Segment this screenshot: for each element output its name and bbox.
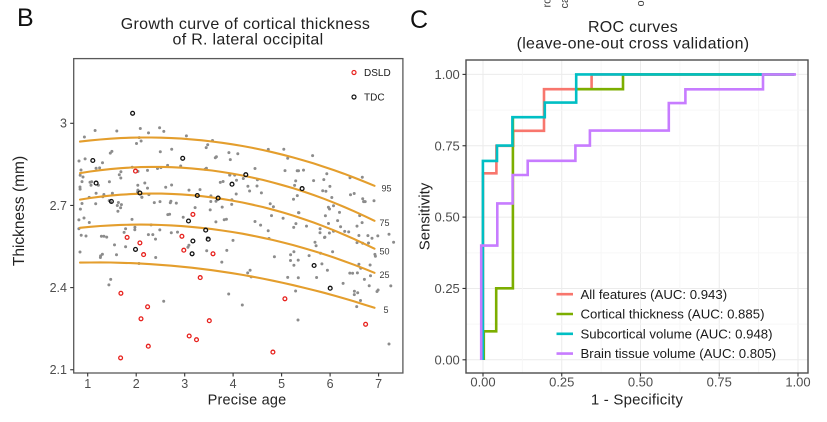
svg-text:ROC curves: ROC curves xyxy=(588,19,678,36)
svg-text:(leave-one-out cross validatio: (leave-one-out cross validation) xyxy=(517,36,750,53)
svg-text:1.00: 1.00 xyxy=(785,375,810,390)
svg-text:1.00: 1.00 xyxy=(434,67,459,82)
svg-text:Precise age: Precise age xyxy=(208,393,287,409)
svg-text:o: o xyxy=(635,0,647,6)
svg-text:DSLD: DSLD xyxy=(364,68,391,79)
svg-text:0.75: 0.75 xyxy=(707,375,732,390)
svg-text:5: 5 xyxy=(278,377,285,391)
svg-text:7: 7 xyxy=(375,377,382,391)
svg-text:25: 25 xyxy=(379,270,389,280)
svg-text:TDC: TDC xyxy=(364,93,385,104)
svg-text:75: 75 xyxy=(379,218,389,228)
svg-text:All features (AUC: 0.943): All features (AUC: 0.943) xyxy=(581,287,728,302)
svg-text:0.25: 0.25 xyxy=(434,281,459,296)
svg-text:6: 6 xyxy=(327,377,334,391)
svg-text:1: 1 xyxy=(84,377,91,391)
svg-text:0.50: 0.50 xyxy=(434,210,459,225)
svg-text:2: 2 xyxy=(133,377,140,391)
svg-text:Growth curve of cortical thick: Growth curve of cortical thickness xyxy=(121,16,370,33)
svg-text:ro: ro xyxy=(542,0,554,8)
svg-text:C: C xyxy=(410,6,428,34)
svg-text:0.75: 0.75 xyxy=(434,138,459,153)
svg-text:Cortical thickness (AUC: 0.885: Cortical thickness (AUC: 0.885) xyxy=(581,307,765,322)
svg-text:3: 3 xyxy=(60,117,67,131)
svg-text:Sensitivity: Sensitivity xyxy=(417,182,434,250)
svg-text:0.00: 0.00 xyxy=(434,352,459,367)
svg-text:B: B xyxy=(17,4,34,32)
svg-text:Brain tissue volume (AUC: 0.80: Brain tissue volume (AUC: 0.805) xyxy=(581,346,777,361)
svg-text:95: 95 xyxy=(381,184,391,194)
svg-text:0.00: 0.00 xyxy=(470,375,495,390)
svg-text:2.1: 2.1 xyxy=(50,363,67,377)
svg-text:5: 5 xyxy=(383,305,388,315)
svg-text:4: 4 xyxy=(230,377,237,391)
svg-text:50: 50 xyxy=(379,247,389,257)
svg-text:1 - Specificity: 1 - Specificity xyxy=(591,392,683,409)
svg-text:2.4: 2.4 xyxy=(50,281,67,295)
svg-text:of R. lateral occipital: of R. lateral occipital xyxy=(173,32,324,49)
svg-text:3: 3 xyxy=(181,377,188,391)
svg-text:2.7: 2.7 xyxy=(50,199,67,213)
svg-text:0.50: 0.50 xyxy=(628,375,653,390)
svg-text:Subcortical volume (AUC: 0.948: Subcortical volume (AUC: 0.948) xyxy=(581,326,773,341)
svg-text:0.25: 0.25 xyxy=(549,375,574,390)
svg-text:ca: ca xyxy=(559,0,571,9)
svg-text:Thickness (mm): Thickness (mm) xyxy=(11,156,28,266)
